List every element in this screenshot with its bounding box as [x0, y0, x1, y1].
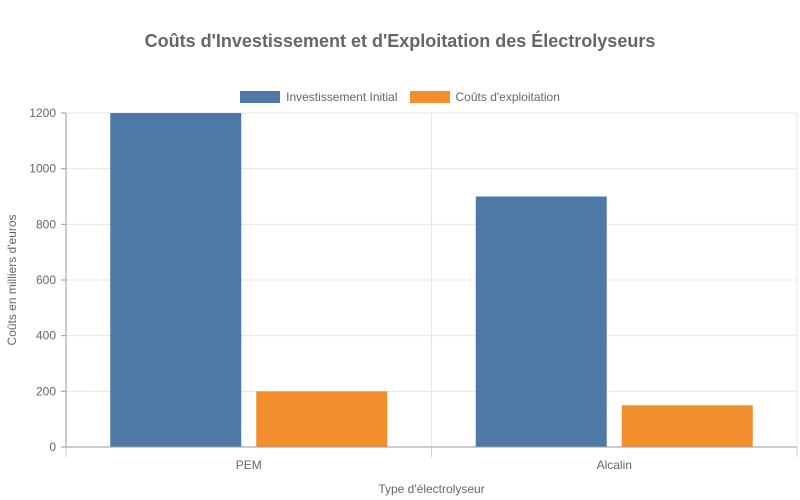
y-tick-label: 200: [36, 384, 56, 398]
legend-label-operating: Coûts d'exploitation: [455, 90, 560, 104]
y-tick-label: 1200: [29, 106, 56, 120]
x-tick-label: Alcalin: [597, 458, 632, 472]
bar-alcalin-1[interactable]: [621, 405, 753, 447]
bar-alcalin-0[interactable]: [475, 196, 607, 448]
legend: Investissement Initial Coûts d'exploitat…: [0, 90, 800, 104]
y-tick-label: 1000: [29, 162, 56, 176]
y-tick-label: 400: [36, 329, 56, 343]
bar-pem-1[interactable]: [256, 391, 388, 447]
bar-pem-0[interactable]: [110, 113, 242, 447]
legend-item-operating[interactable]: Coûts d'exploitation: [409, 90, 560, 104]
legend-item-investment[interactable]: Investissement Initial: [240, 90, 398, 104]
legend-label-investment: Investissement Initial: [286, 90, 398, 104]
x-axis-title: Type d'électrolyseur: [378, 482, 484, 496]
chart-title: Coûts d'Investissement et d'Exploitation…: [144, 31, 656, 51]
y-tick-label: 800: [36, 217, 56, 231]
legend-swatch-operating: [409, 91, 450, 103]
y-tick-label: 0: [49, 440, 56, 454]
y-axis-title: Coûts en milliers d'euros: [5, 214, 19, 345]
y-tick-label: 600: [36, 273, 56, 287]
x-tick-label: PEM: [236, 458, 262, 472]
legend-swatch-investment: [240, 91, 281, 103]
